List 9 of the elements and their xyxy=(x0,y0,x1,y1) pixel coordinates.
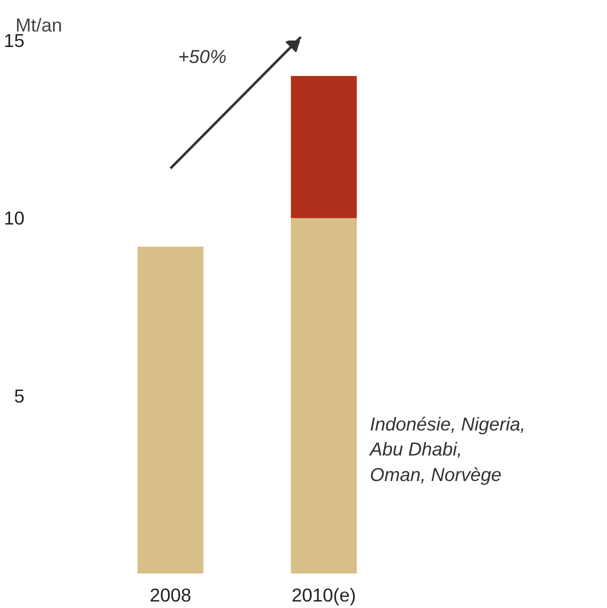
bar xyxy=(290,218,357,574)
bar xyxy=(138,246,204,574)
y-tick-label: 10 xyxy=(4,208,25,229)
x-tick-label: 2010(e) xyxy=(292,584,356,606)
y-tick-label: 5 xyxy=(14,385,25,406)
series-label: Indonésie, Nigeria, Abu Dhabi, Oman, Norvège xyxy=(368,413,526,485)
bar xyxy=(290,76,357,218)
annotation: +50% xyxy=(178,46,226,68)
x-tick-label: 2008 xyxy=(150,584,192,606)
